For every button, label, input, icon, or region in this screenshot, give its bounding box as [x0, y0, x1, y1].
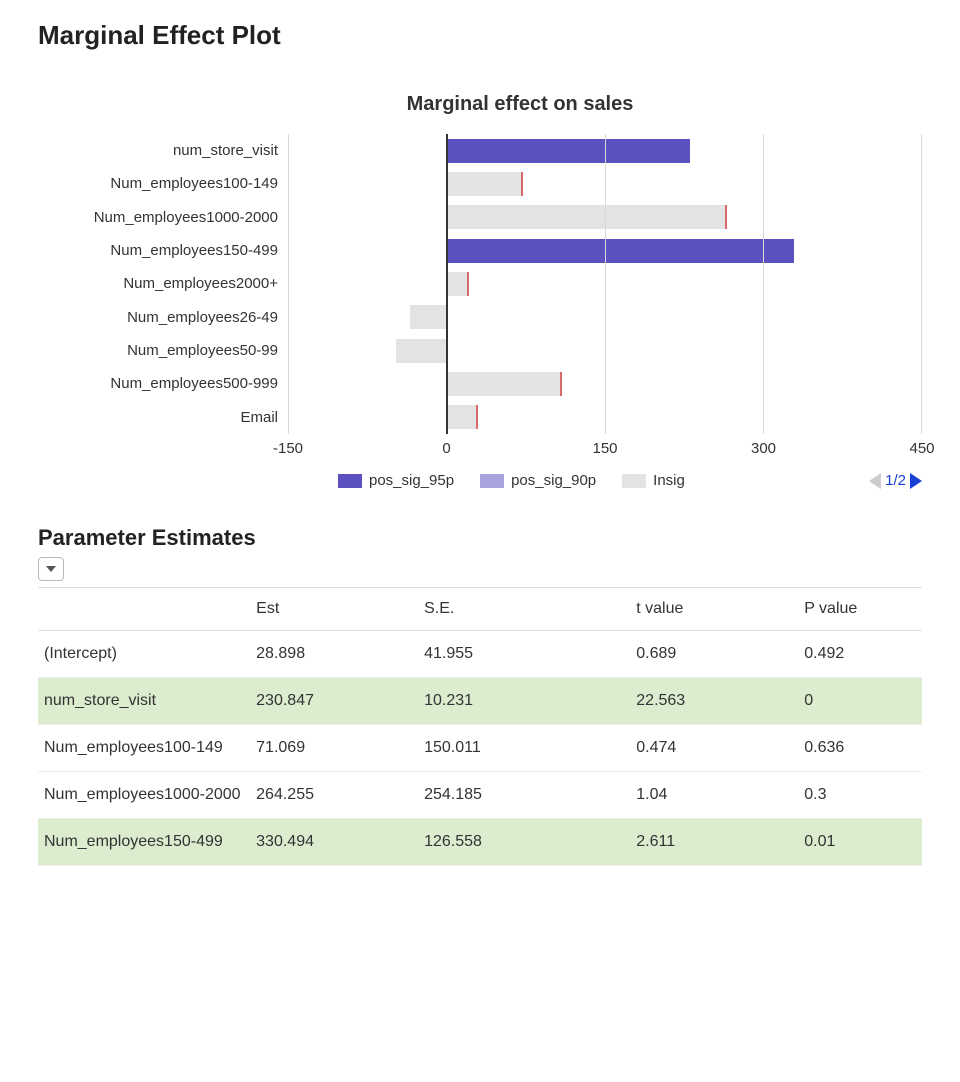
chart-marker — [521, 172, 523, 196]
chart-legend: pos_sig_95p pos_sig_90p Insig — [338, 472, 685, 489]
legend-item: pos_sig_95p — [338, 472, 454, 489]
pager-prev-icon[interactable] — [869, 473, 881, 489]
table-body: (Intercept)28.89841.9550.6890.492num_sto… — [38, 631, 922, 866]
table-header-cell: S.E. — [418, 588, 630, 631]
chart-pager: 1/2 — [869, 472, 922, 489]
legend-label: pos_sig_90p — [511, 472, 596, 489]
table-cell: 0.492 — [798, 631, 922, 678]
chart-bar — [446, 172, 521, 196]
chart-bar — [410, 305, 446, 329]
table-cell: 0.3 — [798, 772, 922, 819]
table-cell: 0.636 — [798, 725, 922, 772]
chart-plot-area — [288, 134, 922, 434]
table-cell: 126.558 — [418, 819, 630, 866]
chart-bar — [446, 239, 794, 263]
chart-y-label: Num_employees2000+ — [38, 267, 288, 300]
chart-y-label: num_store_visit — [38, 134, 288, 167]
table-cell: Num_employees150-499 — [38, 819, 250, 866]
chart-bar — [446, 372, 560, 396]
chart-bar — [446, 272, 467, 296]
chart-y-label: Email — [38, 401, 288, 434]
chart-marker — [476, 405, 478, 429]
table-cell: 264.255 — [250, 772, 418, 819]
table-cell: 0.689 — [630, 631, 798, 678]
table-header-row: EstS.E.t valueP value — [38, 588, 922, 631]
table-cell: 10.231 — [418, 678, 630, 725]
chart-x-tick: -150 — [273, 440, 303, 457]
table-cell: 230.847 — [250, 678, 418, 725]
parameter-estimates-table: EstS.E.t valueP value (Intercept)28.8984… — [38, 587, 922, 866]
table-cell: 0.474 — [630, 725, 798, 772]
table-cell: 71.069 — [250, 725, 418, 772]
table-cell: 2.611 — [630, 819, 798, 866]
legend-swatch — [622, 474, 646, 488]
table-cell: 0.01 — [798, 819, 922, 866]
legend-item: Insig — [622, 472, 685, 489]
chart-title: Marginal effect on sales — [38, 93, 922, 116]
table-header-cell: Est — [250, 588, 418, 631]
legend-label: pos_sig_95p — [369, 472, 454, 489]
chart-marker — [560, 372, 562, 396]
chart-y-label: Num_employees150-499 — [38, 234, 288, 267]
chart-bar — [446, 405, 476, 429]
table-cell: Num_employees1000-2000 — [38, 772, 250, 819]
table-header-cell: P value — [798, 588, 922, 631]
chart-y-label: Num_employees50-99 — [38, 334, 288, 367]
chart-y-label: Num_employees1000-2000 — [38, 201, 288, 234]
chart-bar — [446, 139, 690, 163]
table-cell: 330.494 — [250, 819, 418, 866]
table-cell: 1.04 — [630, 772, 798, 819]
chart-y-label: Num_employees500-999 — [38, 367, 288, 400]
chart-x-tick: 300 — [751, 440, 776, 457]
chart-x-ticks: -1500150300450 — [288, 440, 922, 460]
table-row: Num_employees100-14971.069150.0110.4740.… — [38, 725, 922, 772]
table-cell: 28.898 — [250, 631, 418, 678]
table-row: Num_employees150-499330.494126.5582.6110… — [38, 819, 922, 866]
chart-marker — [725, 205, 727, 229]
table-section-title: Parameter Estimates — [38, 525, 922, 551]
table-cell: 254.185 — [418, 772, 630, 819]
table-row: num_store_visit230.84710.23122.5630 — [38, 678, 922, 725]
pager-next-icon[interactable] — [910, 473, 922, 489]
chart-y-labels: num_store_visitNum_employees100-149Num_e… — [38, 134, 288, 434]
chevron-down-icon — [46, 566, 56, 572]
chart-marker — [467, 272, 469, 296]
chart-y-label: Num_employees26-49 — [38, 301, 288, 334]
pager-text: 1/2 — [885, 472, 906, 489]
table-cell: 22.563 — [630, 678, 798, 725]
table-cell: num_store_visit — [38, 678, 250, 725]
table-cell: 0 — [798, 678, 922, 725]
legend-item: pos_sig_90p — [480, 472, 596, 489]
legend-label: Insig — [653, 472, 685, 489]
table-cell: 41.955 — [418, 631, 630, 678]
legend-swatch — [338, 474, 362, 488]
chart-bar — [446, 205, 725, 229]
marginal-effect-chart: Marginal effect on sales num_store_visit… — [38, 93, 922, 489]
chart-x-tick: 450 — [909, 440, 934, 457]
chart-bar — [396, 339, 447, 363]
table-header-cell — [38, 588, 250, 631]
table-cell: (Intercept) — [38, 631, 250, 678]
table-cell: 150.011 — [418, 725, 630, 772]
table-row: (Intercept)28.89841.9550.6890.492 — [38, 631, 922, 678]
page-title: Marginal Effect Plot — [38, 20, 922, 51]
chart-x-tick: 150 — [592, 440, 617, 457]
legend-swatch — [480, 474, 504, 488]
chart-x-tick: 0 — [442, 440, 450, 457]
chart-y-label: Num_employees100-149 — [38, 167, 288, 200]
table-header-cell: t value — [630, 588, 798, 631]
table-row: Num_employees1000-2000264.255254.1851.04… — [38, 772, 922, 819]
table-options-button[interactable] — [38, 557, 64, 581]
table-cell: Num_employees100-149 — [38, 725, 250, 772]
